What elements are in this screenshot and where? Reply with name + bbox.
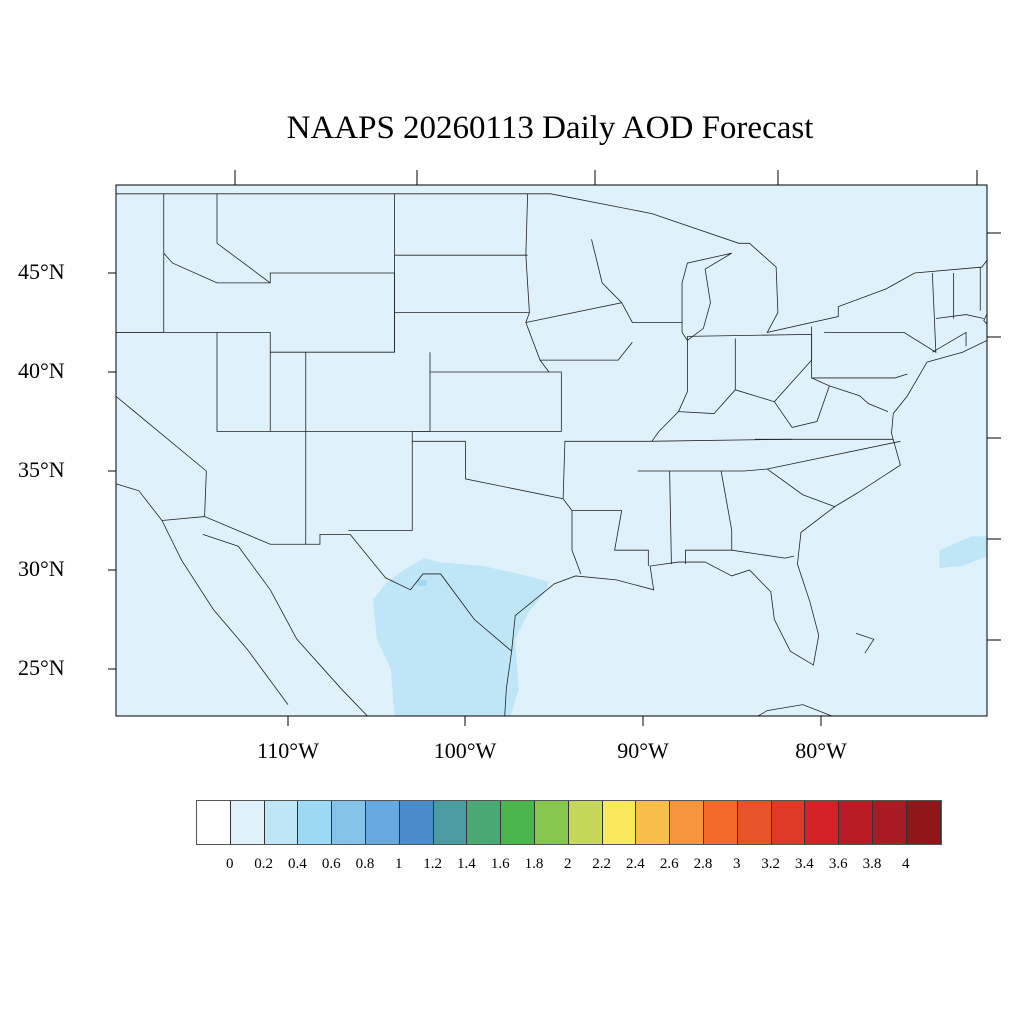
colorbar-label: 0.2 xyxy=(254,856,273,872)
colorbar-bin xyxy=(906,801,941,844)
colorbar-label: 3.6 xyxy=(828,856,848,872)
lon-label-110w: 110°W xyxy=(257,738,319,763)
colorbar-label: 2.4 xyxy=(626,856,645,872)
lon-label-100w: 100°W xyxy=(433,738,497,763)
map-frame xyxy=(115,184,988,717)
colorbar-label: 1.4 xyxy=(457,856,476,872)
colorbar-label: 0.8 xyxy=(355,856,375,872)
colorbar-bin xyxy=(365,801,400,844)
colorbar-bin xyxy=(433,801,468,844)
lat-label-30: 30°N xyxy=(18,556,65,581)
colorbar-bin xyxy=(737,801,772,844)
state-border xyxy=(811,326,908,379)
colorbar-bin xyxy=(568,801,603,844)
state-border xyxy=(591,239,622,303)
colorbar-label: 1.8 xyxy=(524,856,544,872)
lon-label-80w: 80°W xyxy=(795,738,847,763)
state-border xyxy=(116,252,395,353)
state-border xyxy=(540,342,633,361)
coastline xyxy=(511,313,987,666)
state-border xyxy=(161,520,289,705)
aod-plume-atlantic xyxy=(939,536,987,569)
colorbar-bin xyxy=(197,801,231,844)
state-border xyxy=(932,331,967,353)
colorbar-label: 0.6 xyxy=(321,856,341,872)
colorbar-label: 3.4 xyxy=(795,856,814,872)
colorbar-label: 1.6 xyxy=(490,856,510,872)
colorbar-label: 2.6 xyxy=(659,856,679,872)
coastline xyxy=(116,193,987,333)
state-border xyxy=(525,193,550,373)
state-border xyxy=(824,272,937,353)
colorbar-label: 3.8 xyxy=(862,856,882,872)
colorbar-bin xyxy=(839,801,873,844)
colorbar-label: 4 xyxy=(902,856,910,872)
lat-label-25: 25°N xyxy=(18,655,65,680)
state-border xyxy=(855,632,875,654)
colorbar xyxy=(196,800,942,845)
colorbar-label: 2.8 xyxy=(693,856,713,872)
state-border xyxy=(731,549,794,559)
lon-label-90w: 90°W xyxy=(617,738,669,763)
colorbar-bin xyxy=(264,801,299,844)
colorbar-label: 3.2 xyxy=(761,856,780,872)
colorbar-label: 2 xyxy=(564,856,572,872)
colorbar-bin xyxy=(636,801,671,844)
state-border xyxy=(216,332,307,545)
state-border xyxy=(116,193,207,517)
colorbar-label: 1 xyxy=(395,856,403,872)
state-border xyxy=(562,438,894,499)
aod-background xyxy=(116,185,987,716)
state-border xyxy=(504,651,513,716)
colorbar-bin xyxy=(670,801,704,844)
colorbar-bin xyxy=(805,801,840,844)
colorbar-bin xyxy=(771,801,806,844)
colorbar-label: 0.4 xyxy=(288,856,307,872)
colorbar-label: 2.2 xyxy=(592,856,611,872)
state-border xyxy=(216,193,271,284)
colorbar-bin xyxy=(230,801,265,844)
colorbar-bin xyxy=(298,801,333,844)
state-border xyxy=(767,468,835,508)
lat-label-40: 40°N xyxy=(18,358,65,383)
lat-label-35: 35°N xyxy=(18,457,65,482)
colorbar-bin xyxy=(703,801,738,844)
colorbar-label: 0 xyxy=(226,856,234,872)
state-border xyxy=(305,352,562,432)
colorbar-bin xyxy=(501,801,535,844)
colorbar-bin xyxy=(399,801,434,844)
state-border xyxy=(774,385,830,428)
colorbar-label: 1.2 xyxy=(423,856,442,872)
state-border xyxy=(935,314,984,319)
colorbar-bin xyxy=(872,801,907,844)
colorbar-bin xyxy=(602,801,637,844)
state-border xyxy=(572,510,649,567)
state-border xyxy=(669,470,672,565)
state-border xyxy=(811,377,889,412)
colorbar-label: 3 xyxy=(733,856,741,872)
colorbar-bin xyxy=(467,801,502,844)
state-border xyxy=(658,440,901,472)
state-border xyxy=(678,338,736,414)
map-title: NAAPS 20260113 Daily AOD Forecast xyxy=(286,110,814,146)
lat-label-45: 45°N xyxy=(18,259,65,284)
aod-plume-texas xyxy=(373,558,549,716)
state-border xyxy=(757,704,833,716)
state-border xyxy=(202,533,368,716)
colorbar-bin xyxy=(332,801,366,844)
colorbar-bin xyxy=(534,801,569,844)
aod-peak-texas xyxy=(417,579,427,586)
state-border xyxy=(525,302,683,323)
